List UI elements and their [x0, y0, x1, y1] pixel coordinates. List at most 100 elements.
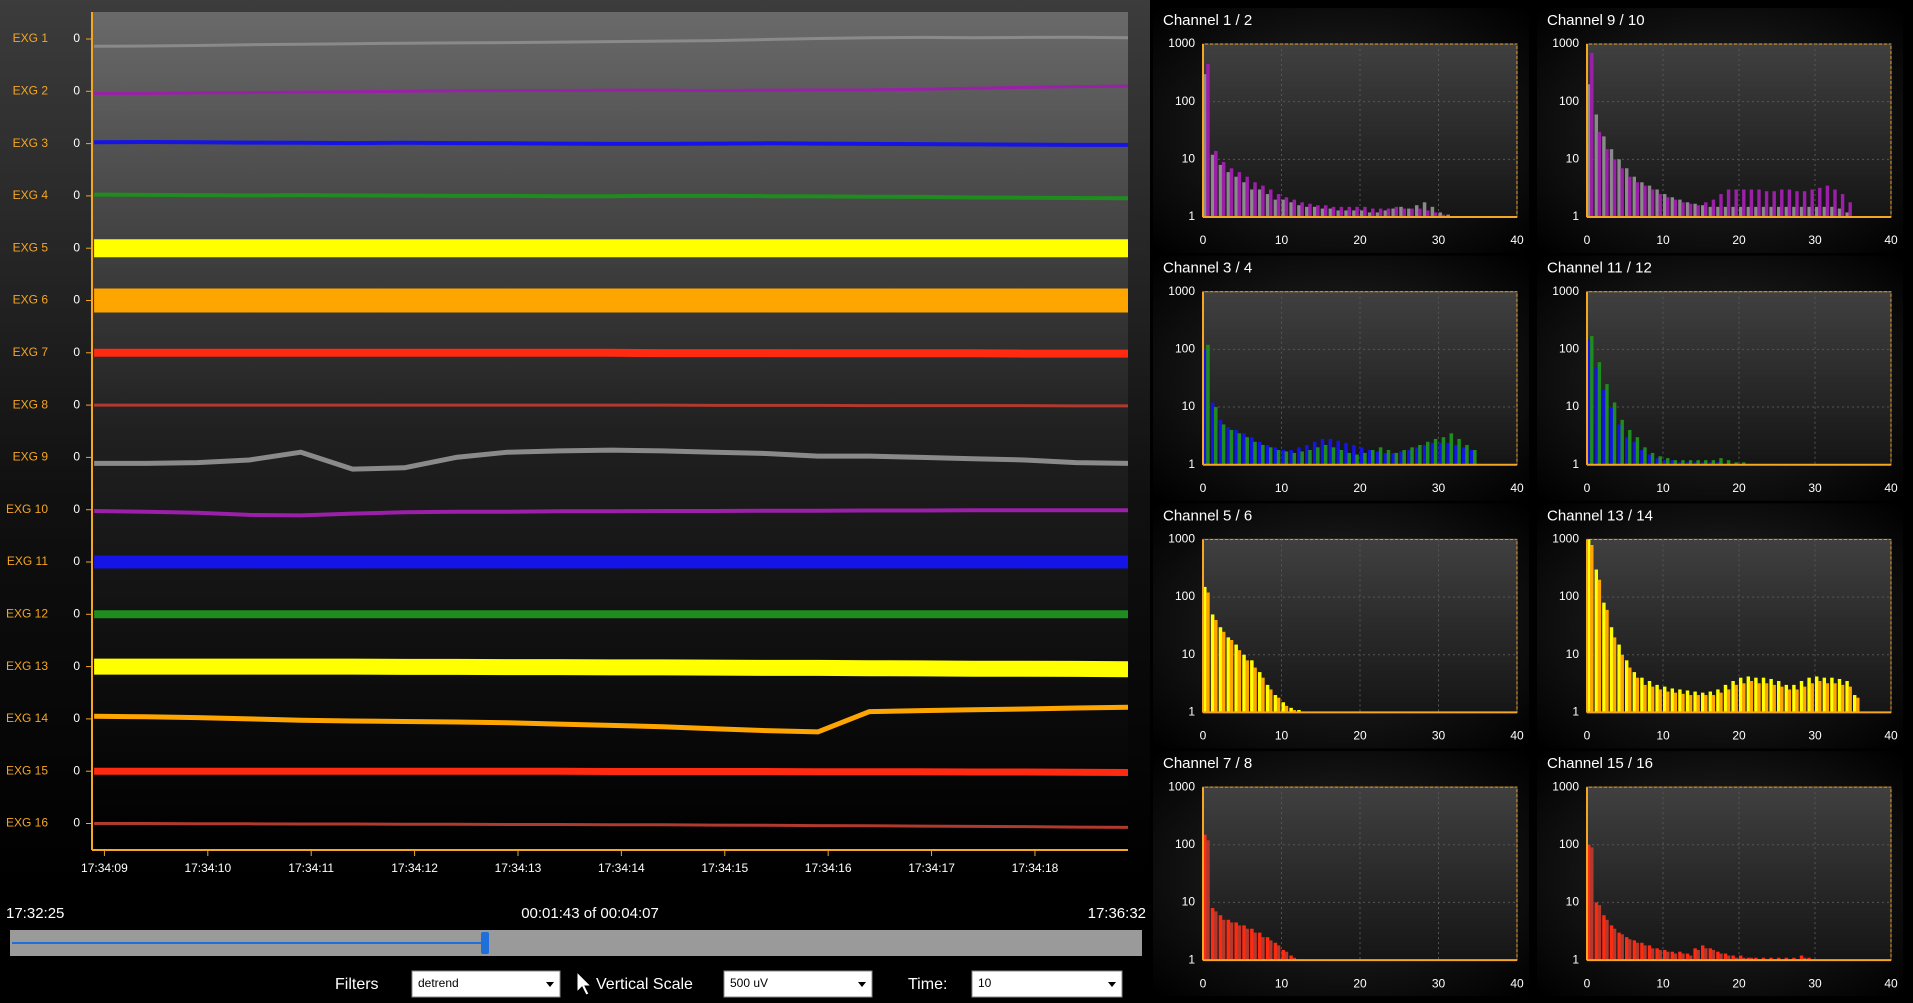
bar: [1719, 194, 1723, 217]
bar: [1787, 689, 1792, 713]
bar: [1250, 928, 1254, 961]
bar: [1658, 194, 1662, 217]
x-tick-label: 0: [1584, 729, 1591, 743]
x-tick-label: 17:34:18: [1012, 861, 1059, 875]
x-tick-label: 30: [1808, 481, 1822, 495]
bar: [1210, 402, 1215, 465]
bar: [1726, 460, 1731, 465]
bar: [1840, 684, 1845, 713]
bar: [1257, 441, 1262, 465]
bar: [1273, 942, 1278, 961]
bar: [1323, 444, 1328, 465]
bar: [1742, 957, 1746, 961]
bar: [1587, 84, 1591, 217]
filters-dropdown[interactable]: [411, 970, 561, 998]
spectrum-title: Channel 7 / 8: [1163, 755, 1252, 772]
bar: [1602, 389, 1606, 465]
bar: [1818, 187, 1822, 217]
bar: [1784, 957, 1789, 961]
y-tick-label: 10: [1566, 895, 1580, 909]
bar: [1640, 942, 1644, 961]
spectrum-title: Channel 13 / 14: [1547, 507, 1653, 524]
bar: [1261, 444, 1265, 465]
timeline-end: 17:36:32: [1088, 905, 1146, 922]
y-tick-label: 100: [1175, 94, 1195, 108]
y-tick-label: 100: [1175, 589, 1195, 603]
bar: [1777, 681, 1781, 713]
bar: [1734, 189, 1738, 217]
bar: [1795, 191, 1799, 217]
bar: [1457, 438, 1461, 465]
bar: [1206, 63, 1210, 217]
trace-line: [94, 192, 1129, 201]
bar: [1853, 695, 1857, 713]
bar: [1253, 182, 1257, 217]
y-tick-label: 100: [1559, 342, 1579, 356]
bar: [1297, 710, 1301, 713]
bar: [1226, 427, 1231, 465]
y-tick-label: 0: [73, 397, 80, 411]
bar: [1360, 210, 1364, 217]
bar: [1367, 212, 1372, 217]
bar: [1355, 454, 1359, 465]
bar: [1802, 191, 1807, 217]
timeline-thumb[interactable]: [481, 932, 489, 954]
y-tick-label: 10: [1566, 399, 1580, 413]
bar: [1218, 915, 1223, 961]
time-dropdown[interactable]: [971, 970, 1123, 998]
bar: [1612, 159, 1617, 217]
bar: [1681, 460, 1685, 465]
bar: [1446, 442, 1450, 465]
bar: [1635, 942, 1640, 961]
bar: [1281, 199, 1286, 217]
bar: [1229, 168, 1234, 217]
bar: [1612, 402, 1617, 465]
bar: [1245, 928, 1249, 961]
x-tick-label: 40: [1884, 233, 1898, 247]
bar: [1716, 951, 1720, 961]
bar: [1848, 202, 1852, 217]
bar: [1640, 182, 1644, 217]
bar: [1250, 189, 1254, 217]
y-tick-label: 1: [1572, 209, 1579, 223]
bar: [1769, 957, 1773, 961]
bar: [1221, 161, 1226, 217]
bar: [1355, 206, 1359, 217]
channel-label: EXG 6: [13, 293, 49, 307]
bar: [1363, 206, 1367, 217]
bar: [1284, 451, 1289, 465]
x-tick-label: 17:34:17: [908, 861, 955, 875]
bar: [1620, 654, 1624, 713]
bar: [1218, 164, 1223, 217]
x-tick-label: 0: [1200, 976, 1207, 990]
bar: [1316, 447, 1320, 465]
bar: [1597, 131, 1602, 217]
bar: [1441, 437, 1446, 465]
bar: [1605, 384, 1609, 465]
bar: [1670, 197, 1675, 217]
y-tick-label: 0: [73, 816, 80, 830]
bar: [1822, 677, 1827, 713]
bar: [1757, 189, 1761, 217]
bar: [1375, 451, 1380, 465]
x-tick-label: 30: [1808, 976, 1822, 990]
bar: [1206, 840, 1210, 961]
bar: [1787, 189, 1792, 217]
y-tick-label: 10: [1182, 647, 1196, 661]
bar: [1780, 189, 1784, 217]
bar: [1336, 440, 1340, 465]
bar: [1602, 602, 1606, 713]
bar: [1643, 945, 1647, 961]
x-tick-label: 17:34:12: [391, 861, 438, 875]
bar: [1418, 444, 1422, 465]
bar: [1666, 691, 1670, 713]
bar: [1807, 677, 1811, 713]
bar: [1825, 683, 1830, 713]
scale-dropdown[interactable]: [723, 970, 873, 998]
y-tick-label: 0: [73, 659, 80, 673]
x-tick-label: 17:34:13: [495, 861, 542, 875]
bar: [1265, 684, 1270, 713]
spectrum-title: Channel 15 / 16: [1547, 755, 1653, 772]
bar: [1734, 684, 1738, 713]
